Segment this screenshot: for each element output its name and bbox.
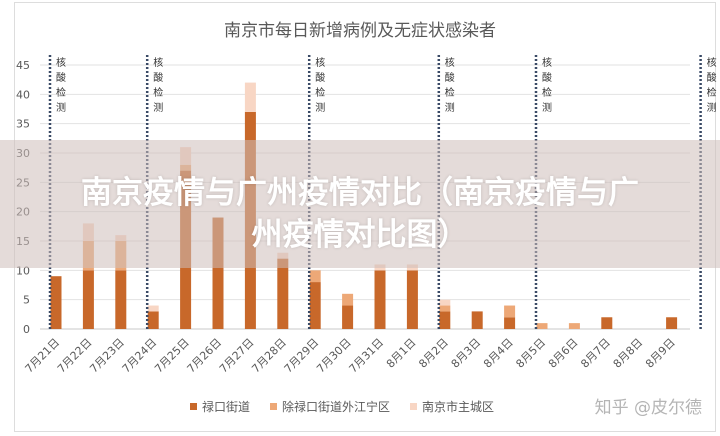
bar-0 xyxy=(439,311,451,329)
title-overlay-band xyxy=(0,140,720,268)
nucleic-test-label: 酸 xyxy=(445,71,455,84)
bar-0 xyxy=(277,258,289,329)
x-tick-label: 8月6日 xyxy=(546,336,581,371)
nucleic-test-label: 检 xyxy=(445,86,455,99)
nucleic-test-label: 酸 xyxy=(542,71,552,84)
x-tick-label: 7月26日 xyxy=(185,336,225,376)
nucleic-test-label: 核 xyxy=(153,56,163,69)
x-tick-label: 8月3日 xyxy=(449,336,484,371)
nucleic-test-label: 核 xyxy=(315,56,325,69)
nucleic-test-label: 测 xyxy=(56,101,66,114)
legend-swatch xyxy=(190,403,197,410)
legend-label: 除禄口街道外江宁区 xyxy=(282,399,390,414)
bar-1 xyxy=(342,293,354,306)
overlay-title-line2: 州疫情对比图） xyxy=(251,217,469,253)
nucleic-test-label: 核 xyxy=(707,56,717,69)
bar-1 xyxy=(309,270,321,283)
watermark: 知乎 @皮尔德 xyxy=(595,398,702,418)
nucleic-test-label: 检 xyxy=(315,86,325,99)
nucleic-test-label: 酸 xyxy=(315,71,325,84)
x-tick-label: 7月21日 xyxy=(23,336,63,376)
x-tick-label: 7月24日 xyxy=(120,336,160,376)
bar-1 xyxy=(568,323,580,329)
x-tick-label: 7月27日 xyxy=(217,336,257,376)
nucleic-test-label: 测 xyxy=(445,101,455,114)
y-tick-label: 0 xyxy=(23,323,30,336)
x-tick-label: 8月4日 xyxy=(481,336,516,371)
bar-0 xyxy=(212,217,224,329)
overlay-title-line1: 南京疫情与广州疫情对比（南京疫情与广 xyxy=(81,175,639,211)
nucleic-test-label: 核 xyxy=(56,56,66,69)
x-tick-label: 7月28日 xyxy=(249,336,289,376)
nucleic-test-label: 测 xyxy=(153,101,163,114)
legend-swatch xyxy=(410,403,417,410)
x-tick-label: 8月9日 xyxy=(643,336,678,371)
bar-1 xyxy=(504,305,516,318)
x-tick-label: 7月22日 xyxy=(55,336,95,376)
nucleic-test-label: 酸 xyxy=(56,71,66,84)
legend-swatch xyxy=(270,403,277,410)
bar-2 xyxy=(147,305,159,312)
x-tick-label: 7月25日 xyxy=(152,336,192,376)
x-tick-label: 8月7日 xyxy=(578,336,613,371)
overlay-title: 南京疫情与广州疫情对比（南京疫情与广 州疫情对比图） xyxy=(0,172,720,256)
x-tick-label: 8月8日 xyxy=(611,336,646,371)
nucleic-test-label: 核 xyxy=(445,56,455,69)
nucleic-test-label: 核 xyxy=(542,56,552,69)
y-tick-label: 35 xyxy=(16,118,30,131)
nucleic-test-label: 酸 xyxy=(153,71,163,84)
nucleic-test-label: 检 xyxy=(707,86,717,99)
nucleic-test-label: 检 xyxy=(56,86,66,99)
bar-0 xyxy=(666,317,678,329)
bar-2 xyxy=(244,82,256,112)
x-tick-label: 7月31日 xyxy=(347,336,387,376)
bar-0 xyxy=(115,270,127,329)
nucleic-test-label: 检 xyxy=(542,86,552,99)
nucleic-test-label: 测 xyxy=(707,101,717,114)
bar-0 xyxy=(50,276,62,329)
nucleic-test-label: 检 xyxy=(153,86,163,99)
y-tick-label: 40 xyxy=(16,88,30,101)
legend-label: 南京市主城区 xyxy=(422,399,494,414)
nucleic-test-label: 测 xyxy=(542,101,552,114)
legend-label: 禄口街道 xyxy=(202,399,250,414)
bar-0 xyxy=(147,311,159,329)
x-tick-label: 7月29日 xyxy=(282,336,322,376)
bar-1 xyxy=(536,323,548,329)
x-tick-label: 7月23日 xyxy=(87,336,127,376)
bar-0 xyxy=(309,282,321,329)
bar-0 xyxy=(82,270,94,329)
chart-title: 南京市每日新增病例及无症状感染者 xyxy=(224,21,496,41)
x-tick-label: 7月30日 xyxy=(314,336,354,376)
y-tick-label: 5 xyxy=(23,294,30,307)
nucleic-test-label: 测 xyxy=(315,101,325,114)
y-tick-label: 45 xyxy=(16,59,30,72)
bar-0 xyxy=(471,311,483,329)
x-tick-label: 8月1日 xyxy=(384,336,419,371)
bar-2 xyxy=(439,299,451,306)
nucleic-test-label: 酸 xyxy=(707,71,717,84)
bar-1 xyxy=(439,305,451,312)
bar-0 xyxy=(342,305,354,329)
x-tick-label: 8月2日 xyxy=(416,336,451,371)
bar-0 xyxy=(374,270,386,329)
x-tick-label: 8月5日 xyxy=(513,336,548,371)
bar-0 xyxy=(601,317,613,329)
bar-0 xyxy=(406,270,418,329)
bar-0 xyxy=(504,317,516,329)
